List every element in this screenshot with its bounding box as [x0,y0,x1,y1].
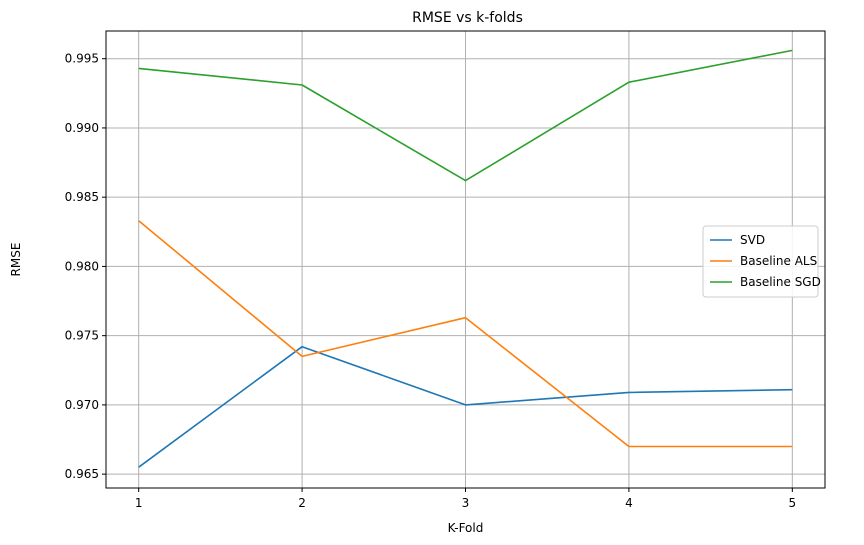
x-axis-label: K-Fold [448,521,484,535]
series-line-baseline-als [138,220,793,448]
series-line-svd [138,345,793,468]
x-tick-label: 5 [788,496,796,510]
series-line-baseline-sgd [138,49,793,182]
y-tick-label: 0.995 [65,52,99,66]
y-axis-label: RMSE [9,243,23,277]
x-tick-label: 4 [625,496,633,510]
legend: SVD Baseline ALS Baseline SGD [702,225,821,298]
y-tick-label: 0.965 [65,467,99,481]
y-tick-label: 0.970 [65,398,99,412]
legend-label: Baseline ALS [740,254,817,268]
x-tick-label: 3 [462,496,470,510]
y-tick-label: 0.980 [65,259,99,273]
y-tick-label: 0.990 [65,121,99,135]
chart-title: RMSE vs k-folds [412,10,523,26]
x-tick-label: 2 [298,496,306,510]
axis-ticks: 1 2 3 4 5 0.965 0.970 0.975 0.980 0.985 0.990 0.995 [65,52,796,510]
legend-label: Baseline SGD [740,275,821,289]
x-tick-label: 1 [135,496,143,510]
series-lines [138,49,793,468]
y-tick-label: 0.975 [65,329,99,343]
y-tick-label: 0.985 [65,190,99,204]
legend-label: SVD [740,233,765,247]
grid [106,31,825,488]
legend-box [702,225,819,298]
